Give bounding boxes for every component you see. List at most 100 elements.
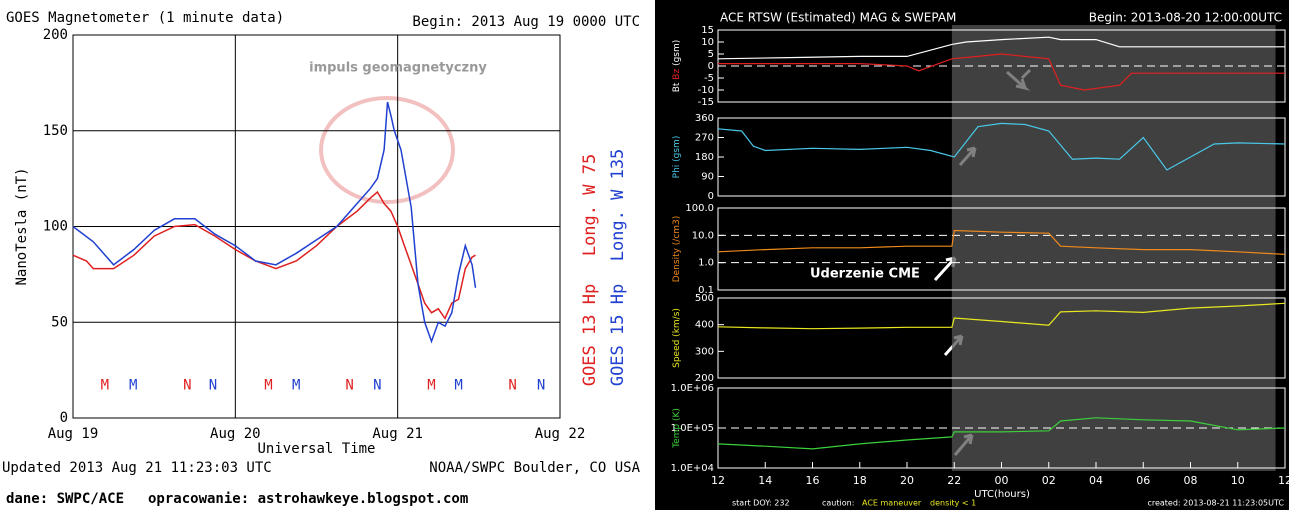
y-tick-label: 1.0E+05 [671,423,714,434]
x-tick-label: 08 [1184,474,1198,487]
annotation: Uderzenie CME [810,267,920,282]
legend-entry: GOES 13 Hp [580,284,600,386]
y-tick-label: 400 [695,320,714,331]
y-axis-label: Speed (km/s) [672,308,682,368]
ace-panel: ACE RTSW (Estimated) MAG & SWEPAM Begin: … [671,11,1289,508]
y-tick-label: 50 [51,314,68,330]
marker-letter: M [101,377,109,393]
x-tick-label: 20 [900,474,914,487]
marker-letter: M [129,377,137,393]
y-tick-label: 200 [43,27,68,43]
chart-title: GOES Magnetometer (1 minute data) [6,10,284,26]
y-tick-label: 0 [60,410,68,426]
x-tick-label: Aug 19 [48,426,99,442]
x-tick-label: Aug 20 [210,426,261,442]
marker-letter: N [345,377,353,393]
footer-caution: caution: [822,499,854,508]
y-tick-label: 0 [708,61,714,72]
begin-label: Begin: 2013 Aug 19 0000 UTC [412,14,640,30]
source-label: NOAA/SWPC Boulder, CO USA [429,460,640,476]
y-tick-label: 15 [701,25,714,36]
x-tick-label: 14 [758,474,772,487]
y-tick-label: 360 [695,113,714,124]
y-axis-label: Phi (gsm) [672,136,682,179]
footer-density: density < 1 [930,499,976,508]
y-axis-label-part: Phi (gsm) [672,136,682,179]
x-axis-label: UTC(hours) [974,489,1030,500]
data-line [717,417,1286,450]
x-tick-label: 10 [1231,474,1245,487]
footer-created: created: 2013-08-21 11:23:05UTC [1147,499,1284,508]
y-axis-label-part: Bt [672,82,682,92]
credit-author: opracowanie: astrohawkeye.blogspot.com [148,491,468,507]
left-background [0,0,655,510]
annotation: impuls geomagnetyczny [309,61,487,76]
legend-longitude: Long. W 75 [580,154,600,256]
y-tick-label: -15 [698,97,714,108]
y-axis-label-part: Density (/cm3) [672,216,682,283]
y-axis-label-part: (gsm) [672,40,682,66]
x-tick-label: 12 [1278,474,1289,487]
marker-letter: M [427,377,435,393]
y-tick-label: 10.0 [692,230,714,241]
y-tick-label: 1.0E+06 [671,383,714,394]
begin-label: Begin: 2013-08-20 12:00:00UTC [1089,11,1282,25]
data-line [718,53,1285,91]
y-axis-label: Temp (K) [672,408,682,449]
y-axis-label-part: Bz [672,69,682,80]
y-axis-label-part: Speed (km/s) [672,308,682,368]
marker-letter: N [209,377,217,393]
data-line [72,190,476,320]
y-tick-label: 200 [695,373,714,384]
data-line [72,101,477,344]
x-tick-label: 02 [1042,474,1056,487]
y-tick-label: -5 [704,73,714,84]
updated-label: Updated 2013 Aug 21 11:23:03 UTC [2,460,272,476]
y-tick-label: 10 [701,37,714,48]
x-tick-label: Aug 22 [535,426,586,442]
y-tick-label: 180 [695,152,714,163]
y-tick-label: 300 [695,346,714,357]
marker-letter: N [373,377,381,393]
y-tick-label: 5 [708,49,714,60]
marker-letter: N [508,377,516,393]
x-tick-label: 16 [806,474,820,487]
footer-maneuver: ACE maneuver [862,499,922,508]
x-tick-label: Aug 21 [372,426,423,442]
footer-doy: start DOY: 232 [732,499,790,508]
highlight-circle [319,96,455,204]
y-axis-label-part: Temp (K) [672,408,682,449]
y-axis-label: NanoTesla (nT) [14,167,30,285]
x-tick-label: 22 [947,474,961,487]
y-tick-label: 150 [43,123,68,139]
x-tick-label: 06 [1136,474,1150,487]
x-tick-label: 18 [853,474,867,487]
y-axis-label: Bt Bz (gsm) [672,40,682,93]
y-tick-label: 0 [708,191,714,202]
y-tick-label: 270 [695,133,714,144]
legend-entry: GOES 15 Hp [608,284,628,386]
legend-longitude: Long. W 135 [608,149,628,262]
data-line [717,302,1286,330]
marker-letter: M [292,377,300,393]
x-tick-label: 12 [711,474,725,487]
marker-letter: N [537,377,545,393]
chart-title: ACE RTSW (Estimated) MAG & SWEPAM [720,11,956,25]
x-tick-label: 04 [1089,474,1103,487]
y-tick-label: 100.0 [685,203,714,214]
marker-letter: N [183,377,191,393]
y-tick-label: 90 [701,172,714,183]
credit-data: dane: SWPC/ACE [6,491,124,507]
y-axis-label: Density (/cm3) [672,216,682,283]
panel-frame [717,297,1286,379]
data-line [717,122,1286,171]
goes-panel: dane: SWPC/ACE opracowanie: astrohawkeye… [2,10,641,507]
x-axis-label: Universal Time [257,441,375,457]
marker-letter: M [454,377,462,393]
data-line [717,36,1285,60]
y-tick-label: 1.0E+04 [671,463,714,474]
panel-frame [717,207,1286,291]
marker-letter: M [264,377,272,393]
y-tick-label: 500 [695,293,714,304]
